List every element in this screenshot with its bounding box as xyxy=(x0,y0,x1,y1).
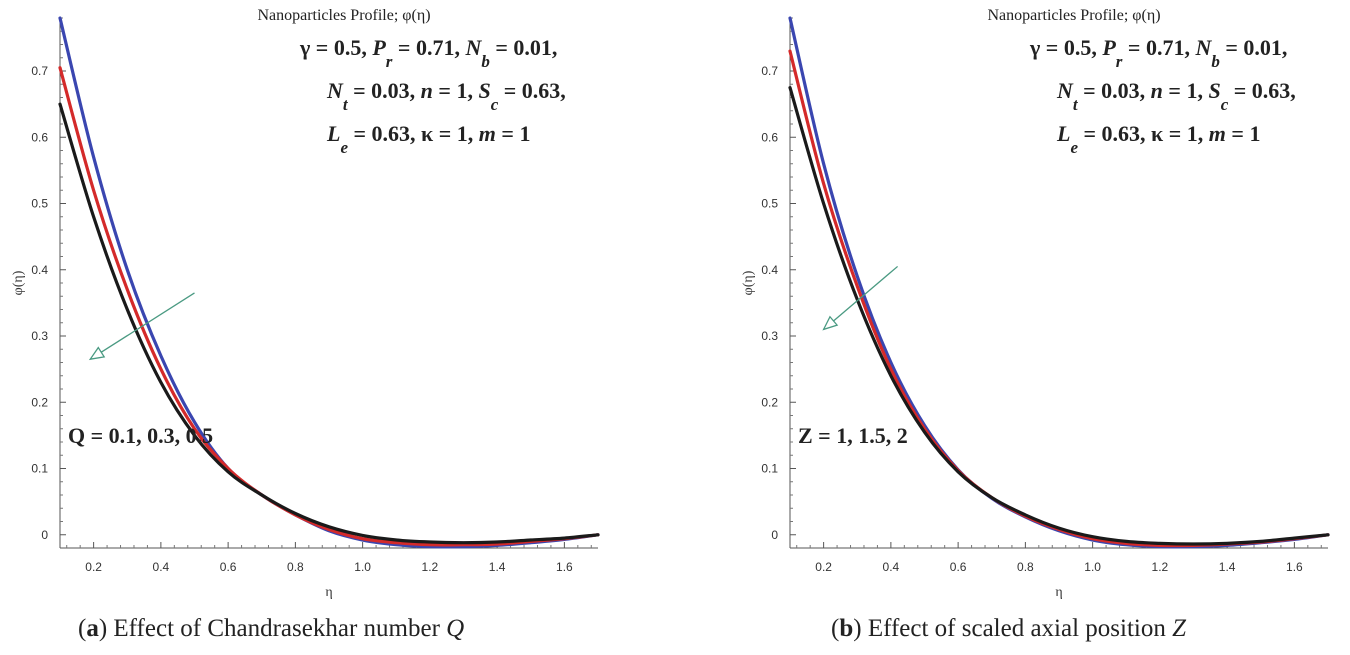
caption-letter: a xyxy=(86,615,99,642)
x-axis-label: η xyxy=(325,585,332,600)
x-tick-label: 1.2 xyxy=(422,560,439,574)
y-tick-label: 0.4 xyxy=(761,263,778,277)
plot-title: Nanoparticles Profile; φ(η) xyxy=(257,7,430,24)
series-line-3 xyxy=(58,102,600,545)
x-tick-label: 1.6 xyxy=(1286,560,1303,574)
trend-arrow xyxy=(89,292,195,360)
panel-b: Nanoparticles Profile; φ(η) 0 0.1 0.2 0.3 0.… xyxy=(730,0,1350,655)
params-line-3: Le = 0.63, κ = 1, m = 1 xyxy=(326,121,530,157)
y-tick-label: 0 xyxy=(771,528,778,542)
y-tick-label: 0.6 xyxy=(761,130,778,144)
trend-arrow-head xyxy=(822,315,839,331)
params-line-1: γ = 0.5, Pr = 0.71, Nb = 0.01, xyxy=(1029,35,1287,71)
caption-symbol: Z xyxy=(1172,615,1187,642)
y-tick-label: 0.2 xyxy=(31,395,48,409)
x-tick-label: 0.4 xyxy=(153,560,170,574)
y-tick-label: 0.7 xyxy=(761,64,778,78)
axes: 0 0.1 0.2 0.3 0.4 0.5 0.6 0.7 0.2 0.4 0.6 0.8 1.0 1.2… xyxy=(11,17,598,600)
plot-title: Nanoparticles Profile; φ(η) xyxy=(987,7,1160,24)
arrow-layer xyxy=(88,292,195,361)
caption-text: Effect of scaled axial position xyxy=(867,615,1173,642)
y-tick-label: 0.4 xyxy=(31,263,48,277)
y-axis-label: φ(η) xyxy=(11,270,26,295)
caption-b: (b) Effect of scaled axial position Z xyxy=(831,615,1187,642)
y-tick-label: 0.1 xyxy=(31,462,48,476)
params-line-2: Nt = 0.03, n = 1, Sc = 0.63, xyxy=(326,78,566,114)
x-tick-label: 0.2 xyxy=(85,560,102,574)
x-tick-label: 0.6 xyxy=(950,560,967,574)
y-tick-label: 0.1 xyxy=(761,462,778,476)
series-line-3 xyxy=(788,86,1330,546)
y-tick-label: 0.5 xyxy=(31,197,48,211)
caption-a: (a) Effect of Chandrasekhar number Q xyxy=(78,615,465,642)
x-axis-label: η xyxy=(1055,585,1062,600)
curve-label: Q = 0.1, 0.3, 0.5 xyxy=(68,423,213,448)
x-tick-label: 0.8 xyxy=(287,560,304,574)
x-tick-label: 1.4 xyxy=(1219,560,1236,574)
y-tick-label: 0.5 xyxy=(761,197,778,211)
params-line-2: Nt = 0.03, n = 1, Sc = 0.63, xyxy=(1056,78,1296,114)
params-line-1: γ = 0.5, Pr = 0.71, Nb = 0.01, xyxy=(299,35,557,71)
trend-arrow xyxy=(823,265,899,330)
y-tick-label: 0.6 xyxy=(31,130,48,144)
params-line-3: Le = 0.63, κ = 1, m = 1 xyxy=(1056,121,1260,157)
x-tick-label: 1.0 xyxy=(354,560,371,574)
plot-b: Nanoparticles Profile; φ(η) 0 0.1 0.2 0.3 0.… xyxy=(741,7,1330,600)
x-tick-label: 0.4 xyxy=(883,560,900,574)
x-tick-label: 1.2 xyxy=(1152,560,1169,574)
trend-arrow-head xyxy=(88,346,106,361)
caption-symbol: Q xyxy=(446,615,465,642)
series-line-2 xyxy=(58,66,600,547)
x-tick-label: 1.0 xyxy=(1084,560,1101,574)
series-layer xyxy=(788,16,1330,549)
y-tick-label: 0.3 xyxy=(761,329,778,343)
curve-label: Z = 1, 1.5, 2 xyxy=(798,423,908,448)
caption-letter: b xyxy=(839,615,854,642)
caption-text: Effect of Chandrasekhar number xyxy=(113,615,447,642)
x-tick-label: 0.8 xyxy=(1017,560,1034,574)
y-axis-label: φ(η) xyxy=(741,270,756,295)
series-layer xyxy=(58,16,600,549)
panel-a: Nanoparticles Profile; φ(η) 0 0.1 0.2 0.3 0.… xyxy=(0,0,620,655)
y-tick-label: 0 xyxy=(41,528,48,542)
axes: 0 0.1 0.2 0.3 0.4 0.5 0.6 0.7 0.2 0.4 0.6 0.8 1.0 1.2… xyxy=(741,17,1328,600)
x-tick-label: 0.6 xyxy=(220,560,237,574)
x-tick-label: 0.2 xyxy=(815,560,832,574)
y-tick-label: 0.7 xyxy=(31,64,48,78)
y-tick-label: 0.2 xyxy=(761,395,778,409)
y-tick-label: 0.3 xyxy=(31,329,48,343)
arrow-layer xyxy=(822,265,899,331)
plot-a: Nanoparticles Profile; φ(η) 0 0.1 0.2 0.3 0.… xyxy=(11,7,600,600)
x-tick-label: 1.4 xyxy=(489,560,506,574)
x-tick-label: 1.6 xyxy=(556,560,573,574)
